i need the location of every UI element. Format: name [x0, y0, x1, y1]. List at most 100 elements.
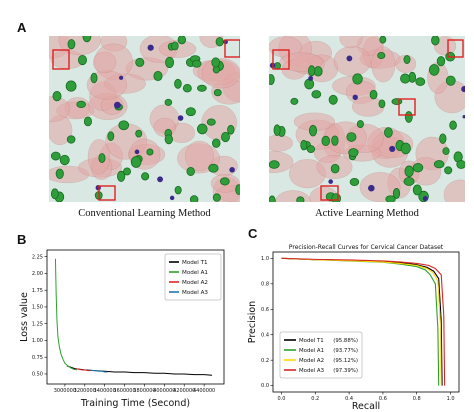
y-tick-label: 0.0 [261, 383, 269, 389]
micrograph-conventional-image [49, 36, 240, 202]
panel-letter-c: C [248, 226, 258, 241]
series-line-model-a2 [75, 368, 91, 372]
nucleus-detection [385, 195, 396, 202]
x-tick-label: 0.0 [277, 396, 285, 402]
nucleus-detection [400, 142, 411, 155]
nucleus-detection [300, 139, 308, 151]
x-tick-label: 0.4 [345, 396, 353, 402]
nucleus-detection [349, 177, 360, 186]
highlight-box [272, 49, 290, 70]
dark-nucleus [346, 55, 353, 62]
micrograph-active-image [269, 36, 465, 202]
nucleus-detection [352, 73, 363, 85]
cell-body [49, 96, 71, 122]
nucleus-detection [403, 176, 415, 186]
nucleus-detection [436, 56, 446, 67]
y-tick-label: 2.25 [32, 254, 43, 260]
nucleus-detection [165, 56, 175, 69]
nucleus-detection [66, 135, 76, 144]
nucleus-detection [348, 148, 359, 157]
nucleus-detection [269, 160, 280, 169]
highlight-box [98, 185, 116, 201]
nucleus-detection [273, 124, 281, 136]
nucleus-detection [311, 90, 322, 99]
dark-nucleus [308, 75, 314, 81]
nucleus-detection [220, 177, 230, 186]
y-tick-label: 0.8 [261, 281, 269, 287]
nucleus-detection [197, 84, 207, 92]
y-tick-label: 0.2 [261, 358, 269, 364]
dark-nucleus [147, 44, 154, 51]
nucleus-detection [415, 77, 426, 86]
x-tick-label: 4200000 [173, 388, 195, 394]
nucleus-detection [428, 64, 440, 76]
x-tick-label: 3000000 [54, 388, 76, 394]
series-line-model-a1 [54, 258, 77, 371]
dark-nucleus [462, 114, 465, 119]
nucleus-detection [306, 145, 316, 154]
nucleus-detection [328, 94, 338, 105]
nucleus-detection [55, 168, 64, 179]
dark-nucleus [114, 101, 121, 109]
nucleus-detection [308, 124, 318, 137]
dark-nucleus [229, 167, 235, 173]
nucleus-detection [412, 184, 422, 196]
nucleus-detection [433, 160, 445, 169]
nucleus-detection [400, 73, 411, 84]
nucleus-detection [307, 65, 316, 77]
nucleus-detection [456, 160, 465, 169]
highlight-box [398, 98, 416, 116]
y-tick-label: 1.0 [261, 256, 269, 262]
micrograph-active [269, 36, 465, 202]
x-tick-label: 3400000 [94, 388, 116, 394]
cell-body [339, 36, 363, 49]
y-tick-label: 1.25 [32, 321, 43, 327]
nucleus-detection [98, 153, 106, 163]
nucleus-detection [449, 120, 457, 130]
cell-body [185, 140, 214, 172]
nucleus-detection [211, 138, 221, 148]
cell-body [359, 172, 401, 202]
y-axis-label: Precision [247, 301, 258, 343]
legend-value: (93.77%) [333, 348, 358, 354]
nucleus-detection [208, 163, 219, 173]
nucleus-detection [356, 120, 364, 129]
highlight-box [224, 39, 240, 58]
nucleus-detection [392, 187, 401, 199]
nucleus-detection [135, 57, 145, 67]
legend-label: Model A2 [182, 280, 208, 286]
nucleus-detection [346, 132, 357, 142]
nucleus-detection [171, 41, 179, 51]
dark-nucleus [352, 94, 358, 100]
nucleus-detection [330, 163, 340, 174]
nucleus-detection [185, 107, 196, 117]
nucleus-detection [118, 120, 130, 131]
nucleus-detection [403, 55, 411, 64]
x-tick-label: 3200000 [74, 388, 96, 394]
nucleus-detection [174, 185, 182, 195]
dark-nucleus [461, 85, 465, 93]
cell-body [93, 51, 117, 74]
nucleus-detection [50, 151, 61, 161]
chart-title: Precision-Recall Curves for Cervical Can… [289, 244, 444, 251]
nucleus-detection [384, 127, 393, 138]
x-tick-label: 1.0 [447, 396, 455, 402]
highlight-box [52, 49, 70, 70]
y-tick-label: 0.75 [32, 355, 43, 361]
nucleus-detection [164, 134, 173, 145]
nucleus-detection [369, 89, 378, 100]
y-tick-label: 2.00 [32, 271, 43, 277]
nucleus-detection [227, 124, 235, 135]
nucleus-detection [378, 99, 386, 109]
y-tick-label: 1.00 [32, 338, 43, 344]
nucleus-detection [153, 71, 163, 82]
nucleus-detection [82, 36, 92, 43]
series-line-model-a3 [281, 257, 446, 386]
x-tick-label: 3800000 [133, 388, 155, 394]
y-tick-label: 1.50 [32, 305, 43, 311]
caption-conventional: Conventional Learning Method [78, 208, 211, 219]
micrograph-conventional [49, 36, 240, 202]
y-tick-label: 0.6 [261, 307, 269, 313]
